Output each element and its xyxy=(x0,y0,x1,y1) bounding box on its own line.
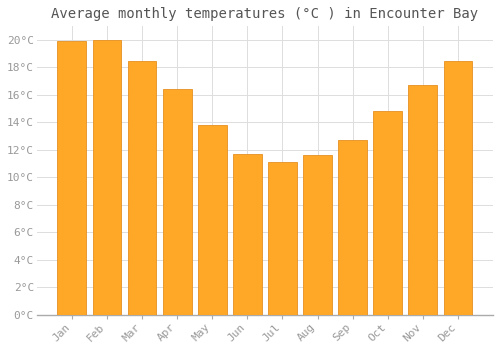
Bar xyxy=(408,85,437,315)
Bar xyxy=(444,61,472,315)
Bar xyxy=(303,155,332,315)
Bar xyxy=(338,140,367,315)
Bar xyxy=(268,162,297,315)
Bar xyxy=(374,111,402,315)
Bar xyxy=(58,41,86,315)
Bar xyxy=(233,154,262,315)
Bar xyxy=(163,90,192,315)
Bar xyxy=(128,61,156,315)
Title: Average monthly temperatures (°C ) in Encounter Bay: Average monthly temperatures (°C ) in En… xyxy=(52,7,478,21)
Bar xyxy=(198,125,226,315)
Bar xyxy=(92,40,122,315)
